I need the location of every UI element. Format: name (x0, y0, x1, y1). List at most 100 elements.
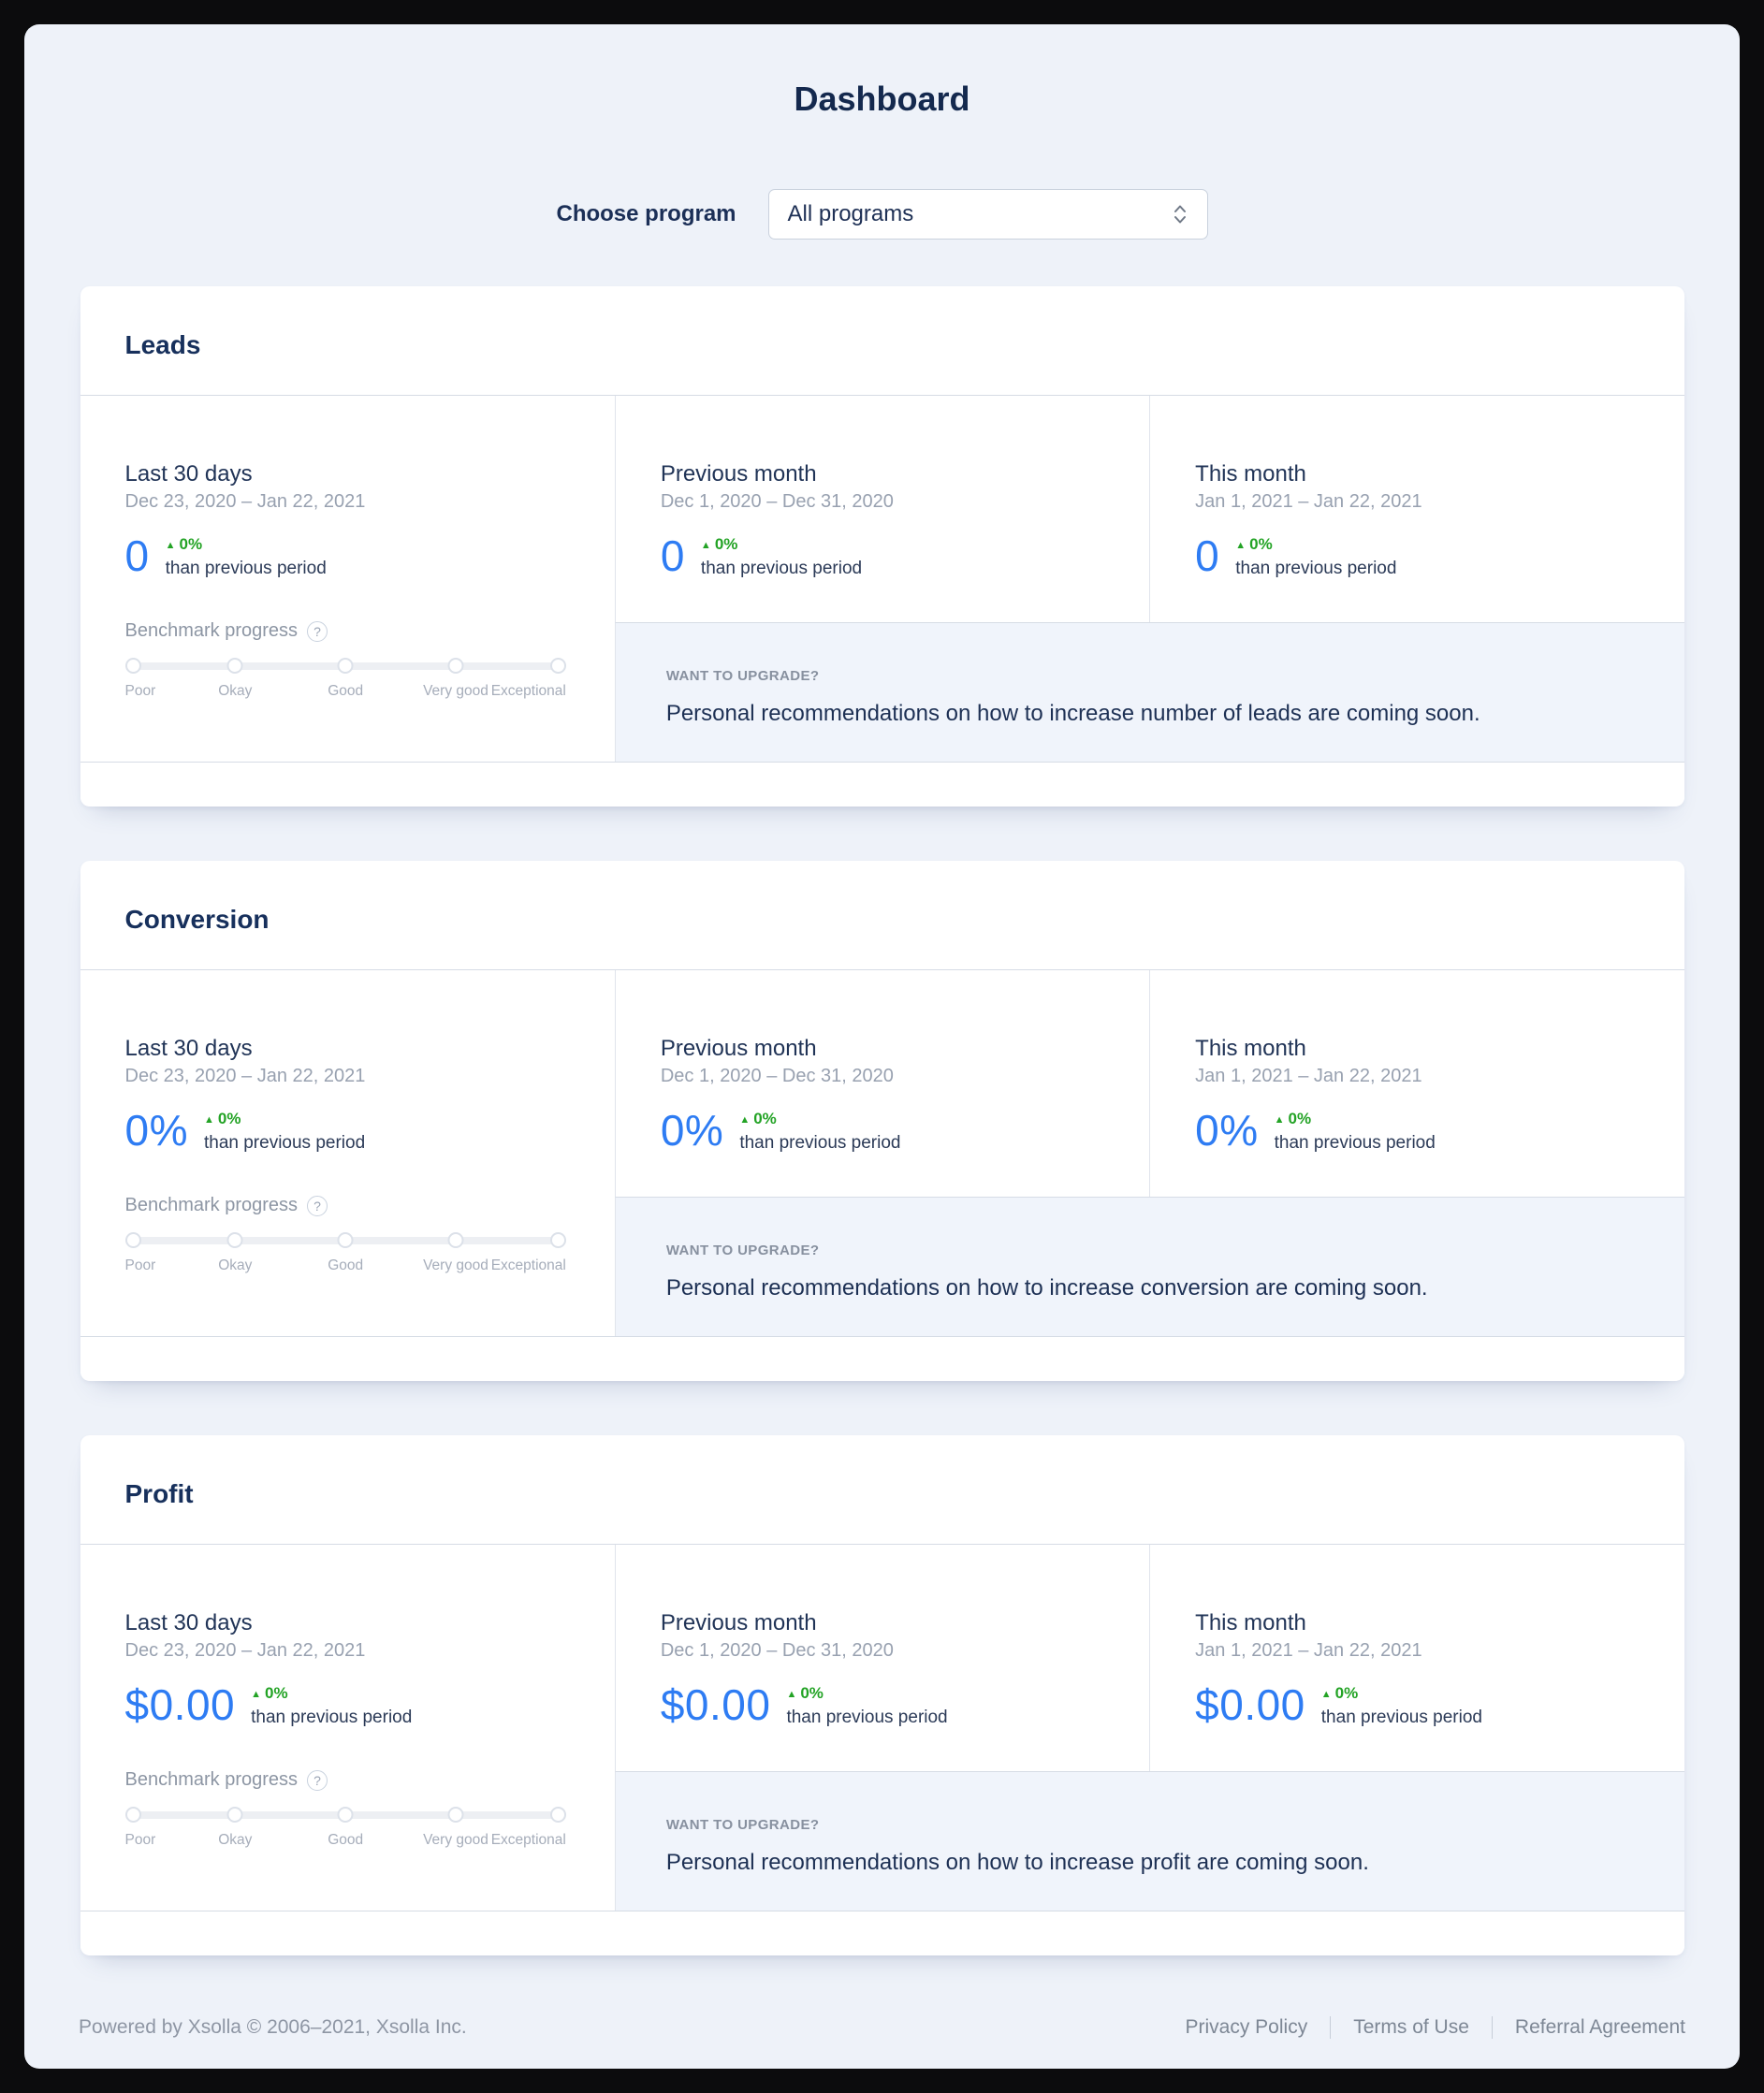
slider-dot (226, 1807, 243, 1823)
card-columns: Last 30 days Dec 23, 2020 – Jan 22, 2021… (80, 969, 1684, 1336)
help-icon[interactable]: ? (307, 1195, 328, 1216)
help-icon[interactable]: ? (307, 620, 328, 642)
period-dates: Jan 1, 2021 – Jan 22, 2021 (1195, 1066, 1422, 1086)
program-select[interactable]: All programs (767, 189, 1208, 240)
value-row: 0 ▲ 0% than previous period (125, 534, 577, 580)
select-chevrons-icon (1174, 205, 1186, 224)
slider-label: Okay (218, 683, 253, 699)
delta-block: ▲ 0% than previous period (701, 534, 862, 580)
period-label: This month (1195, 461, 1306, 487)
column-this-month: This month Jan 1, 2021 – Jan 22, 2021 0 … (1149, 396, 1684, 762)
upgrade-heading: WANT TO UPGRADE? (665, 1817, 820, 1833)
delta-note: than previous period (1235, 559, 1397, 578)
benchmark-slider (124, 658, 566, 674)
period-label: Last 30 days (124, 1610, 253, 1635)
period-dates: Dec 1, 2020 – Dec 31, 2020 (660, 491, 894, 512)
period-dates: Jan 1, 2021 – Jan 22, 2021 (1195, 491, 1422, 512)
delta-value: 0% (265, 1684, 288, 1702)
upgrade-text: Personal recommendations on how to incre… (665, 701, 1480, 726)
card-footer (80, 762, 1684, 806)
slider-dot (337, 1232, 354, 1248)
metric-value: $0.00 (124, 1680, 236, 1729)
up-triangle-icon: ▲ (1274, 1114, 1285, 1126)
choose-program-label: Choose program (556, 201, 736, 226)
column-this-month: This month Jan 1, 2021 – Jan 22, 2021 0%… (1149, 970, 1684, 1336)
cards-container: Leads Last 30 days Dec 23, 2020 – Jan 22… (80, 286, 1684, 1955)
period-label: Last 30 days (124, 1036, 253, 1061)
privacy-policy-link[interactable]: Privacy Policy (1185, 2016, 1308, 2038)
slider-dot (124, 658, 141, 674)
value-row: 0 ▲ 0% than previous period (1195, 534, 1646, 580)
card-header: Profit (80, 1435, 1684, 1544)
period-label: Last 30 days (124, 461, 253, 487)
delta-percent: ▲ 0% (204, 1110, 365, 1130)
slider-dot (124, 1807, 141, 1823)
delta-note: than previous period (165, 559, 327, 578)
metric-value: $0.00 (1195, 1680, 1305, 1729)
delta-value: 0% (1334, 1684, 1359, 1702)
benchmark-label: Benchmark progress (124, 1769, 299, 1790)
card-columns: Last 30 days Dec 23, 2020 – Jan 22, 2021… (80, 1544, 1684, 1911)
help-icon[interactable]: ? (307, 1769, 328, 1791)
page-title: Dashboard (794, 80, 970, 118)
up-triangle-icon: ▲ (251, 1689, 262, 1700)
slider-labels: Poor Okay Good Very good Exceptional (125, 1832, 566, 1851)
metric-value: $0.00 (660, 1680, 771, 1729)
slider-label: Okay (218, 1257, 253, 1273)
up-triangle-icon: ▲ (203, 1114, 214, 1126)
footer-divider (1491, 2016, 1493, 2039)
value-row: 0% ▲ 0% than previous period (1195, 1109, 1646, 1155)
delta-block: ▲ 0% than previous period (251, 1683, 412, 1729)
up-triangle-icon: ▲ (739, 1114, 751, 1126)
slider-label: Good (328, 683, 364, 699)
slider-dot (124, 1232, 141, 1248)
upgrade-text: Personal recommendations on how to incre… (665, 1275, 1428, 1301)
up-triangle-icon: ▲ (165, 540, 176, 551)
delta-percent: ▲ 0% (1235, 535, 1396, 556)
slider-labels: Poor Okay Good Very good Exceptional (125, 683, 566, 702)
up-triangle-icon: ▲ (1320, 1689, 1332, 1700)
period-label: Previous month (660, 1036, 817, 1061)
slider-dot (447, 658, 464, 674)
metric-value: 0 (660, 531, 685, 580)
slider-label: Exceptional (490, 683, 566, 699)
benchmark-header: Benchmark progress ? (125, 620, 566, 642)
slider-label: Exceptional (490, 1832, 566, 1848)
delta-note: than previous period (1320, 1708, 1482, 1727)
upgrade-heading: WANT TO UPGRADE? (665, 668, 820, 684)
slider-label: Okay (218, 1832, 253, 1848)
metric-value: 0 (124, 531, 150, 580)
delta-percent: ▲ 0% (701, 535, 862, 556)
slider-dot (549, 1232, 566, 1248)
referral-agreement-link[interactable]: Referral Agreement (1514, 2016, 1685, 2038)
delta-percent: ▲ 0% (739, 1110, 900, 1130)
card-header: Leads (80, 286, 1684, 395)
metric-value: 0% (660, 1106, 724, 1155)
terms-of-use-link[interactable]: Terms of Use (1353, 2016, 1469, 2038)
slider-dot (447, 1807, 464, 1823)
delta-value: 0% (217, 1110, 241, 1127)
card-header: Conversion (80, 861, 1684, 969)
upgrade-panel: WANT TO UPGRADE? Personal recommendation… (614, 1771, 1684, 1911)
card-footer (80, 1336, 1684, 1380)
column-previous-month: Previous month Dec 1, 2020 – Dec 31, 202… (614, 396, 1149, 762)
program-select-value: All programs (787, 201, 914, 226)
benchmark-header: Benchmark progress ? (125, 1769, 566, 1791)
slider-dot (549, 1807, 566, 1823)
delta-block: ▲ 0% than previous period (166, 534, 327, 580)
leads-card: Leads Last 30 days Dec 23, 2020 – Jan 22… (80, 286, 1684, 807)
profit-card: Profit Last 30 days Dec 23, 2020 – Jan 2… (80, 1435, 1684, 1955)
footer-divider (1330, 2016, 1332, 2039)
delta-percent: ▲ 0% (166, 535, 327, 556)
period-dates: Dec 23, 2020 – Jan 22, 2021 (124, 1640, 366, 1661)
delta-note: than previous period (700, 559, 863, 578)
delta-value: 0% (1288, 1110, 1312, 1127)
slider-label: Good (328, 1832, 364, 1848)
benchmark-slider (124, 1232, 566, 1248)
metric-value: 0% (1195, 1106, 1259, 1155)
delta-block: ▲ 0% than previous period (739, 1109, 900, 1155)
program-chooser: Choose program All programs (24, 189, 1740, 240)
slider-dot (226, 1232, 243, 1248)
delta-value: 0% (1249, 535, 1273, 553)
delta-percent: ▲ 0% (1321, 1684, 1482, 1705)
